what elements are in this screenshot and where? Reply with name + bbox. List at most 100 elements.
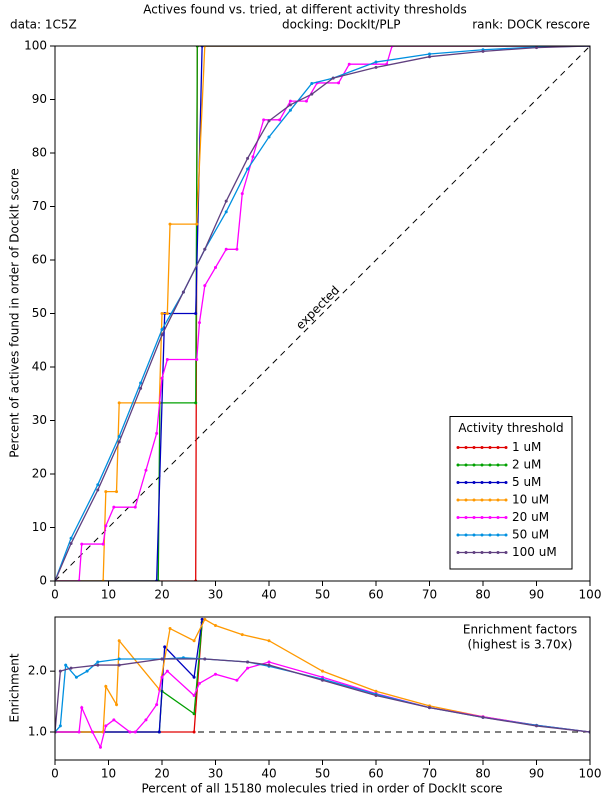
- legend-marker: [464, 516, 468, 519]
- point: [117, 440, 121, 444]
- legend-label: 5 uM: [512, 475, 541, 489]
- point: [203, 657, 207, 661]
- point: [96, 488, 100, 492]
- legend-marker: [504, 551, 508, 554]
- y-tick-label: 2.0: [28, 664, 47, 678]
- point: [246, 167, 250, 171]
- point: [203, 247, 207, 251]
- point: [267, 639, 271, 643]
- y-tick-label: 50: [32, 306, 47, 320]
- plot-frame: [54, 616, 591, 761]
- point: [203, 617, 207, 621]
- legend-marker: [472, 533, 476, 537]
- x-tick-label: 30: [208, 588, 223, 602]
- point: [157, 730, 161, 734]
- y-tick-label: 90: [32, 92, 47, 106]
- point: [195, 358, 199, 362]
- point: [535, 724, 538, 728]
- series-line: [55, 46, 590, 581]
- point: [58, 724, 62, 728]
- point: [139, 386, 143, 390]
- y-tick-label: 10: [32, 520, 47, 534]
- point: [192, 675, 196, 679]
- legend-marker: [488, 551, 492, 554]
- x-tick-label: 100: [579, 767, 602, 781]
- point: [337, 81, 341, 85]
- point: [235, 678, 239, 682]
- series-line: [55, 46, 590, 581]
- point: [74, 675, 78, 679]
- legend-marker: [472, 446, 476, 449]
- series-line: [55, 657, 590, 733]
- point: [192, 693, 196, 697]
- point: [240, 192, 244, 196]
- point: [428, 52, 431, 56]
- point: [69, 536, 73, 540]
- legend-marker: [504, 446, 508, 449]
- point: [155, 431, 159, 435]
- point: [168, 222, 172, 226]
- point: [321, 678, 324, 682]
- point: [224, 210, 228, 214]
- point: [115, 703, 119, 707]
- series-line: [55, 46, 590, 581]
- point: [117, 657, 121, 661]
- point: [144, 468, 148, 472]
- point: [80, 542, 84, 546]
- legend-marker: [488, 446, 492, 449]
- x-tick-label: 20: [154, 767, 169, 781]
- point: [117, 639, 121, 643]
- x-tick-label: 70: [422, 588, 437, 602]
- point: [104, 524, 108, 528]
- point: [267, 663, 271, 667]
- point: [197, 321, 201, 325]
- point: [428, 706, 431, 710]
- point: [224, 199, 228, 203]
- point: [240, 633, 244, 637]
- plot-frame: [54, 45, 591, 582]
- point: [214, 624, 217, 628]
- point: [58, 669, 62, 673]
- point: [144, 718, 148, 722]
- x-tick-label: 100: [579, 588, 602, 602]
- x-tick-label: 60: [368, 767, 383, 781]
- legend-marker: [504, 516, 508, 519]
- x-tick-label: 40: [261, 588, 276, 602]
- point: [96, 483, 100, 487]
- point: [246, 666, 250, 670]
- x-tick-label: 10: [101, 767, 116, 781]
- legend-marker: [456, 498, 460, 502]
- point: [262, 118, 266, 122]
- series-line: [55, 618, 590, 733]
- point: [155, 703, 159, 707]
- point: [288, 108, 292, 112]
- legend-label: 1 uM: [512, 440, 541, 454]
- point: [235, 247, 239, 251]
- point: [195, 222, 199, 226]
- annotation: expected: [293, 283, 342, 332]
- legend-marker: [496, 533, 500, 537]
- point: [104, 490, 108, 494]
- point: [535, 46, 538, 50]
- point: [101, 542, 105, 546]
- point: [117, 401, 121, 405]
- point: [288, 99, 292, 103]
- legend-label: 10 uM: [512, 493, 549, 507]
- legend-label: 100 uM: [512, 545, 557, 559]
- point: [112, 718, 116, 722]
- point: [64, 663, 68, 667]
- point: [69, 666, 73, 670]
- point: [128, 730, 132, 734]
- point: [331, 76, 335, 80]
- legend-marker: [472, 481, 476, 484]
- point: [192, 730, 196, 734]
- x-tick-label: 70: [422, 767, 437, 781]
- x-tick-label: 0: [51, 588, 59, 602]
- legend-label: 20 uM: [512, 510, 549, 524]
- point: [428, 55, 431, 59]
- point: [139, 381, 143, 385]
- point: [192, 639, 196, 643]
- legend-marker: [480, 516, 484, 519]
- annotation: (highest is 3.70x): [468, 638, 573, 652]
- legend-label: 2 uM: [512, 458, 541, 472]
